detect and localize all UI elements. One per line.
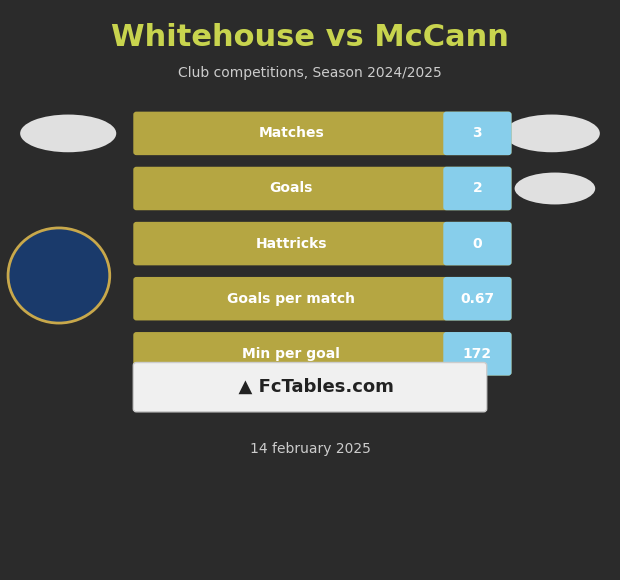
Ellipse shape xyxy=(515,173,595,205)
FancyBboxPatch shape xyxy=(133,111,512,155)
Ellipse shape xyxy=(20,114,117,152)
Text: 0: 0 xyxy=(472,237,482,251)
Text: ▲ FcTables.com: ▲ FcTables.com xyxy=(226,378,394,396)
Text: Goals: Goals xyxy=(270,182,313,195)
FancyBboxPatch shape xyxy=(133,222,512,265)
FancyBboxPatch shape xyxy=(133,167,512,210)
Text: 3: 3 xyxy=(472,126,482,140)
FancyBboxPatch shape xyxy=(133,362,487,412)
FancyBboxPatch shape xyxy=(443,277,511,320)
Text: 172: 172 xyxy=(463,347,492,361)
Text: Min per goal: Min per goal xyxy=(242,347,340,361)
FancyBboxPatch shape xyxy=(443,332,511,376)
FancyBboxPatch shape xyxy=(443,111,511,155)
Text: Club competitions, Season 2024/2025: Club competitions, Season 2024/2025 xyxy=(178,66,442,79)
Text: 14 february 2025: 14 february 2025 xyxy=(250,443,370,456)
Ellipse shape xyxy=(503,114,600,152)
FancyBboxPatch shape xyxy=(443,167,511,210)
FancyBboxPatch shape xyxy=(133,332,512,376)
Text: Matches: Matches xyxy=(259,126,324,140)
Text: Whitehouse vs McCann: Whitehouse vs McCann xyxy=(111,23,509,52)
Text: Goals per match: Goals per match xyxy=(228,292,355,306)
FancyBboxPatch shape xyxy=(443,222,511,265)
Text: 0.67: 0.67 xyxy=(460,292,495,306)
Circle shape xyxy=(8,228,110,323)
FancyBboxPatch shape xyxy=(133,277,512,320)
Text: Hattricks: Hattricks xyxy=(255,237,327,251)
Text: 2: 2 xyxy=(472,182,482,195)
